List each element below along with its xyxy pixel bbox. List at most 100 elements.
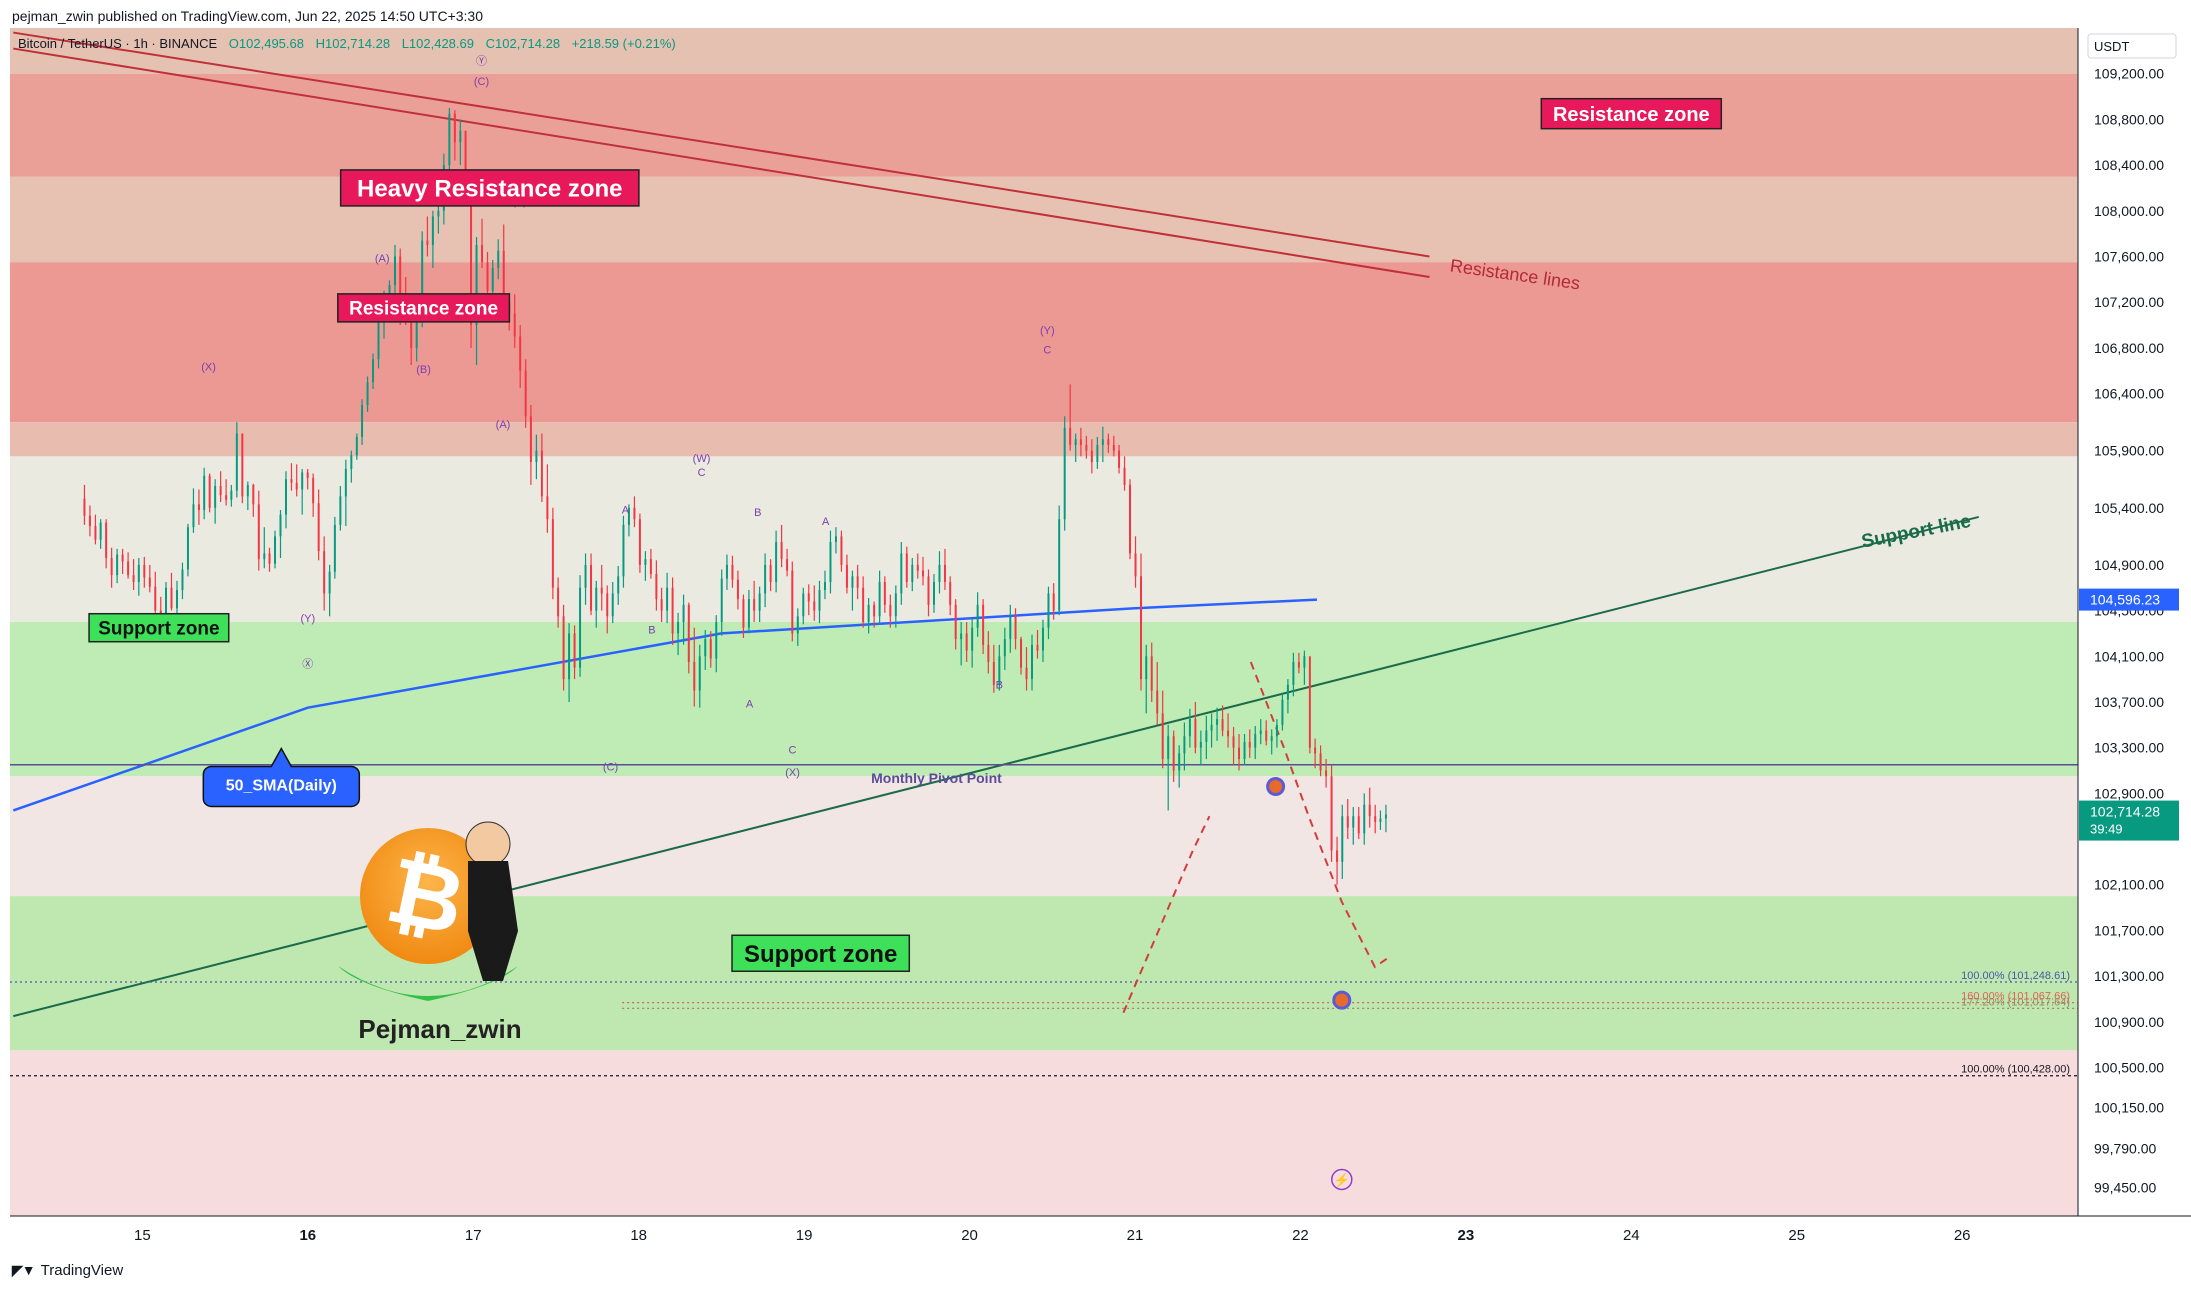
candle-body [1379, 818, 1382, 822]
candle-body [584, 564, 587, 588]
projection-path [1122, 815, 1211, 1014]
wave-label: A [746, 699, 754, 711]
wave-label: (A) [375, 253, 390, 265]
zone-band [10, 622, 2078, 777]
candle-body [170, 587, 173, 609]
x-tick-label: 17 [465, 1227, 482, 1244]
candle-body [1063, 427, 1066, 520]
candle-body [219, 486, 222, 496]
candle-body [426, 240, 429, 246]
candle-body [834, 536, 837, 543]
price-tags: 104,596.23 102,714.28 39:49 [2079, 588, 2179, 841]
candle-body [922, 570, 925, 577]
candle-body [1101, 439, 1104, 445]
candle-body [867, 604, 870, 622]
candle-body [1227, 730, 1230, 737]
candle-body [1172, 736, 1175, 771]
candle-body [1025, 667, 1028, 680]
candle-body [720, 578, 723, 622]
candle-body [437, 210, 440, 217]
candle-body [1205, 730, 1208, 742]
candle-body [1079, 439, 1082, 445]
candle-body [290, 479, 293, 483]
price-chart[interactable]: Ⓨ(C)(B)(A)(B)(A)(X)(W)(Y)Ⓧ(W)CABABAC(X)(… [0, 28, 2191, 1258]
candle-body [203, 475, 206, 511]
candle-body [225, 495, 228, 500]
candle-body [1286, 684, 1289, 700]
candle-body [105, 522, 108, 559]
candle-body [1308, 656, 1311, 748]
zone-band [10, 176, 2078, 263]
candle-body [1058, 519, 1061, 611]
sma-price-tag [2079, 588, 2179, 611]
candle-body [606, 593, 609, 617]
y-tick-label: 107,600.00 [2094, 248, 2164, 264]
candle-body [693, 661, 696, 691]
candle-body [399, 256, 402, 303]
wave-label: (X) [785, 767, 800, 779]
candle-body [873, 604, 876, 617]
candle-body [1216, 719, 1219, 725]
candle-body [1303, 656, 1306, 668]
candle-body [758, 593, 761, 611]
zone-band [10, 422, 2078, 457]
candle-body [1270, 736, 1273, 741]
candles [83, 107, 1387, 885]
candle-body [900, 553, 903, 594]
candle-body [644, 559, 647, 565]
price-axis[interactable]: USDT [2077, 28, 2191, 1258]
wave-label: (W) [693, 453, 711, 465]
candle-body [1118, 450, 1121, 468]
candle-body [1325, 770, 1328, 777]
chart-area[interactable]: Ⓨ(C)(B)(A)(B)(A)(X)(W)(Y)Ⓧ(W)CABABAC(X)(… [0, 28, 2191, 1258]
candle-body [143, 564, 146, 578]
annotations: Ⓨ(C)(B)(A)(B)(A)(X)(W)(Y)Ⓧ(W)CABABAC(X)(… [88, 55, 1973, 1191]
zone-label: Resistance zone [349, 299, 498, 320]
y-tick-label: 106,800.00 [2094, 340, 2164, 356]
y-tick-label: 100,900.00 [2094, 1014, 2164, 1030]
candle-body [1232, 736, 1235, 748]
zone-label-box [1540, 97, 1723, 130]
sma-price-value: 104,596.23 [2090, 592, 2160, 608]
zone-band [10, 28, 2078, 74]
candle-body [747, 599, 750, 628]
y-tick-label: 99,450.00 [2094, 1179, 2156, 1195]
candle-body [823, 582, 826, 591]
candle-body [410, 319, 413, 348]
candle-body [1123, 467, 1126, 485]
candle-body [883, 582, 886, 605]
candle-body [431, 216, 434, 246]
candle-body [393, 256, 396, 286]
zone-band [10, 896, 2078, 1051]
candle-body [780, 542, 783, 560]
time-axis[interactable] [10, 1215, 2191, 1258]
candle-body [355, 436, 358, 456]
y-tick-label: 105,400.00 [2094, 500, 2164, 516]
candle-body [529, 416, 532, 463]
candle-body [611, 593, 614, 617]
candle-body [1336, 850, 1339, 862]
zone-label-box [731, 934, 911, 973]
candle-body [562, 616, 565, 680]
candle-body [889, 604, 892, 617]
publisher-line: pejman_zwin published on TradingView.com… [12, 8, 483, 24]
candle-body [1085, 444, 1088, 451]
candle-body [943, 564, 946, 583]
candle-body [377, 319, 380, 360]
candle-body [421, 240, 424, 314]
candle-body [263, 553, 266, 560]
target-icon [1332, 990, 1352, 1010]
candle-body [175, 590, 178, 609]
candle-body [121, 554, 124, 562]
candle-body [1210, 724, 1213, 731]
y-tick-label: 99,790.00 [2094, 1141, 2156, 1157]
candle-body [682, 604, 685, 622]
level-label: 100.00% (100,428.00) [1961, 1064, 2070, 1076]
candle-body [960, 633, 963, 640]
candle-body [470, 187, 473, 325]
currency-label: USDT [2094, 39, 2129, 54]
wave-label: Ⓧ [302, 658, 313, 671]
candle-body [1036, 644, 1039, 651]
wave-label: A [622, 504, 630, 516]
candle-body [671, 587, 674, 634]
